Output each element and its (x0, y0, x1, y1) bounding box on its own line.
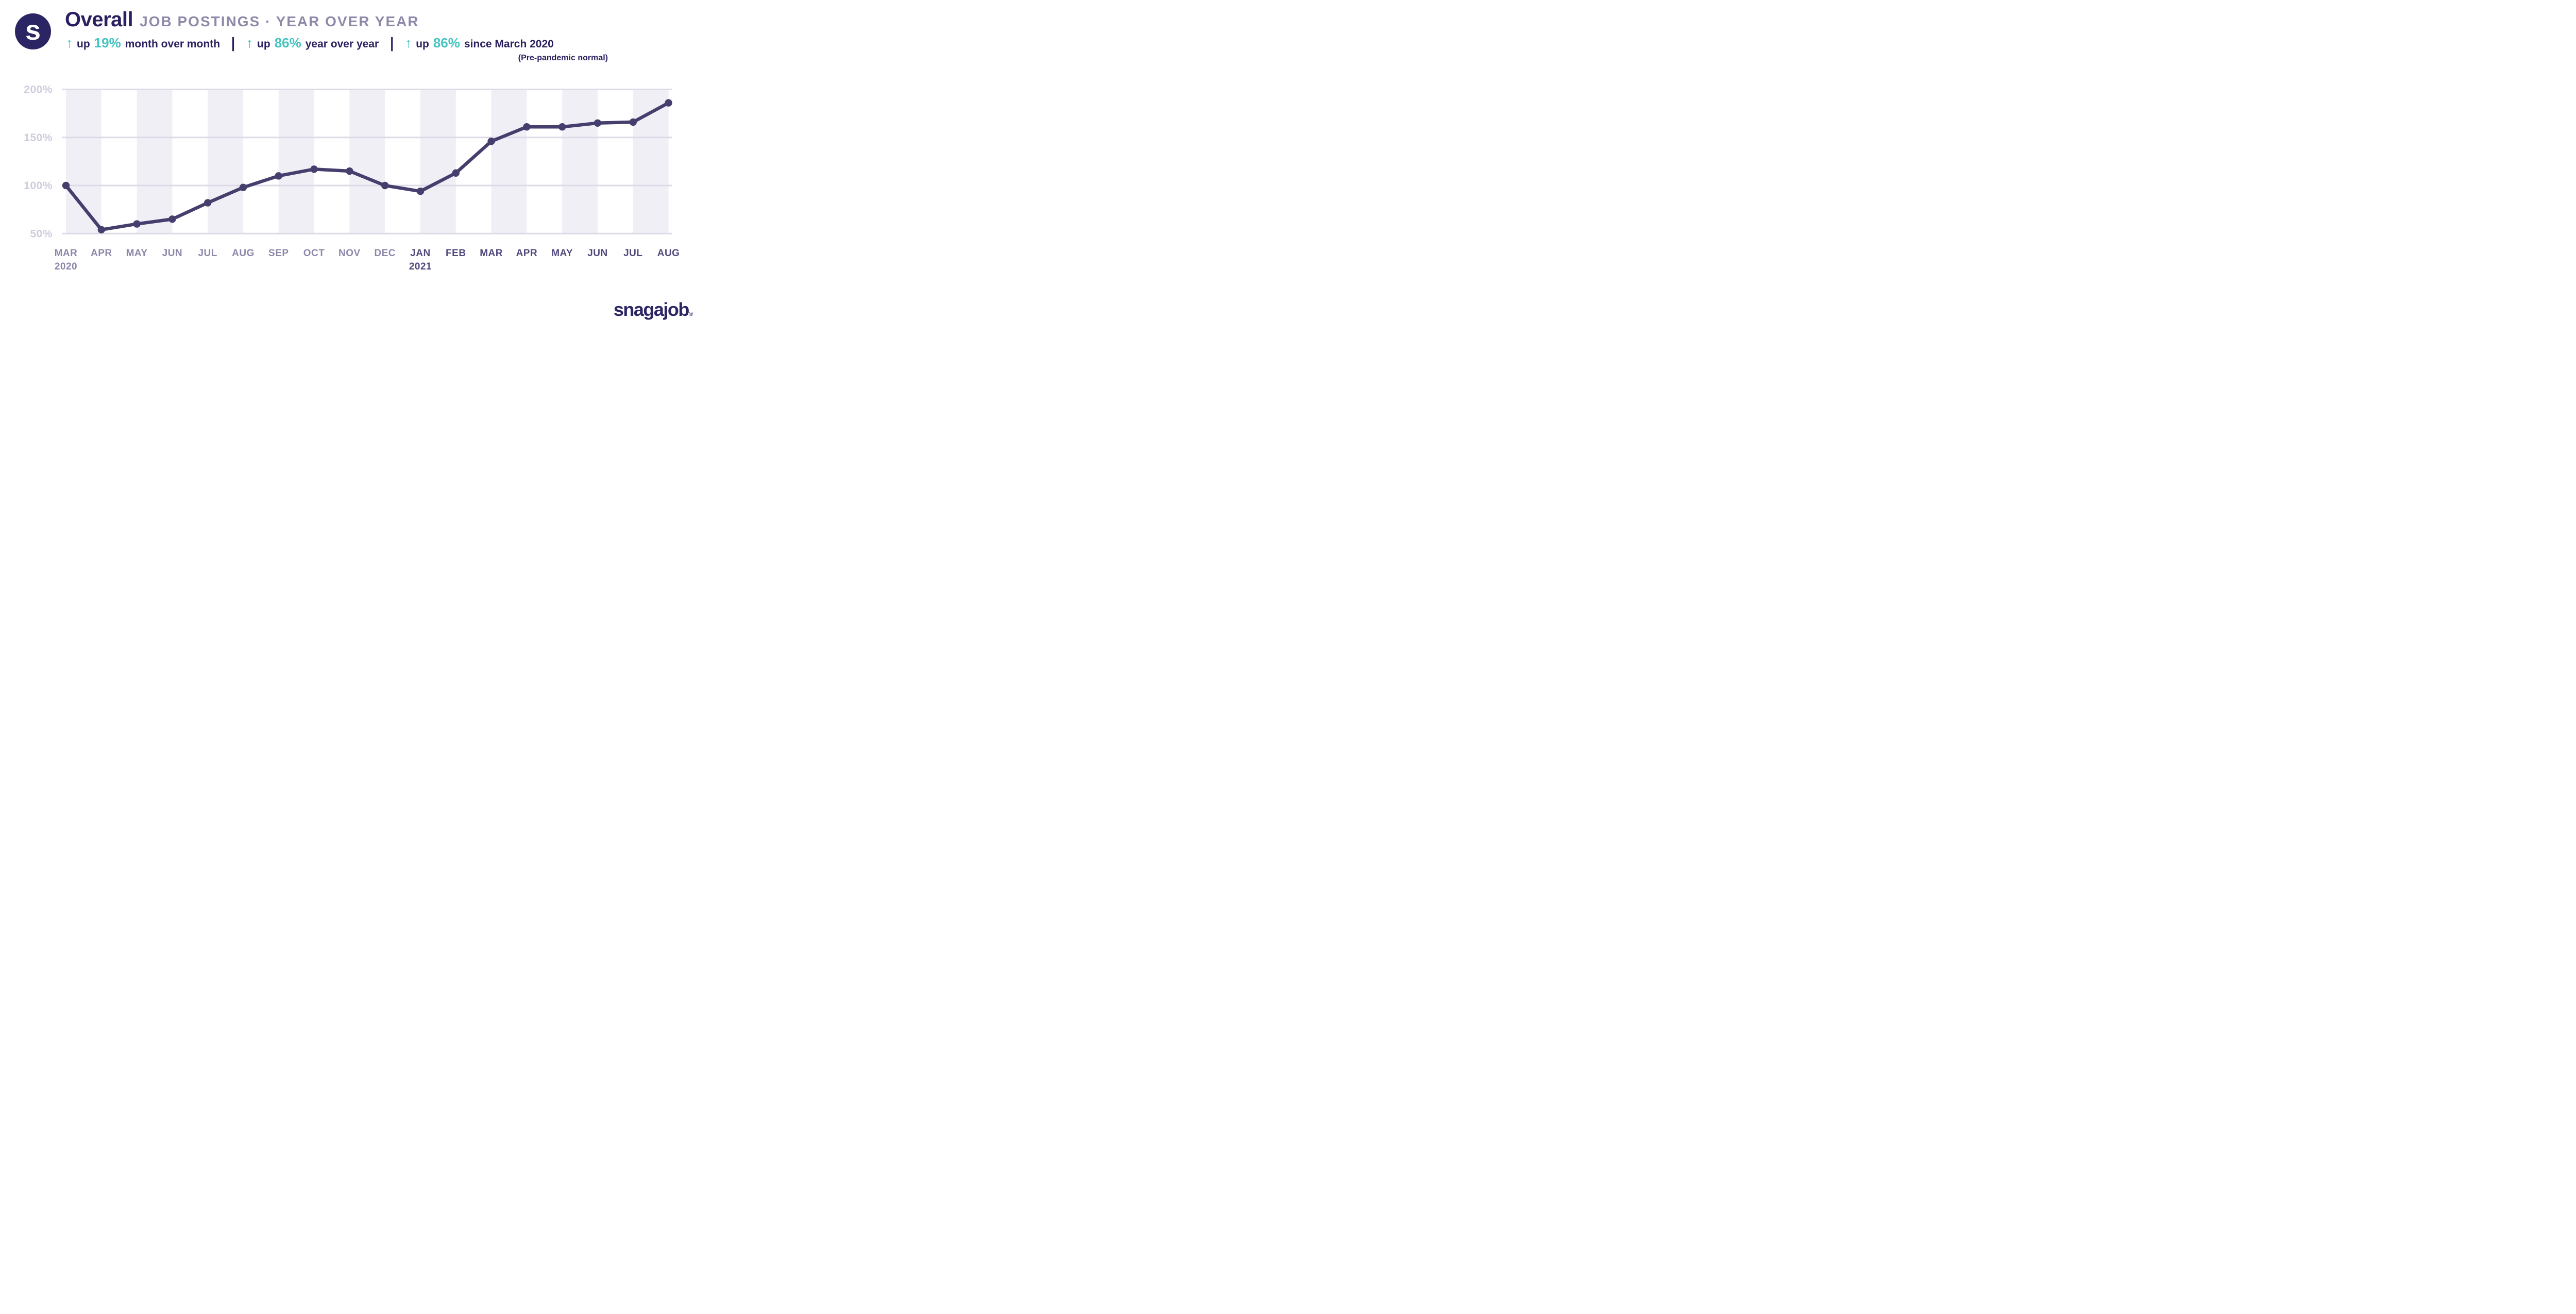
stat-suffix: since March 2020 (464, 38, 554, 50)
column-stripe (66, 89, 101, 234)
data-point (346, 167, 353, 175)
stat-separator: | (390, 35, 394, 52)
data-point (239, 183, 247, 191)
x-tick-label: OCT (303, 248, 325, 259)
stat-year-over-year: ↑ up 86% year over year (246, 35, 379, 51)
y-tick-label: 200% (24, 84, 53, 96)
x-tick-label: MAR (480, 248, 503, 259)
stat-since-march-2020: ↑ up 86% since March 2020 (405, 35, 554, 51)
x-tick-label: JUN (162, 248, 183, 259)
x-tick-year: 2021 (409, 261, 432, 272)
data-point (665, 99, 672, 107)
x-tick-label: APR (516, 248, 538, 259)
x-tick-label: NOV (338, 248, 361, 259)
snagajob-wordmark: snagajob ® (613, 299, 693, 321)
data-point (275, 172, 282, 180)
stat-value: 19% (94, 35, 121, 50)
x-tick-label: JUL (623, 248, 642, 259)
x-tick-label: MAR (55, 248, 78, 259)
stat-separator: | (231, 35, 235, 52)
x-tick-label: JAN (410, 248, 431, 259)
data-point (204, 199, 212, 207)
y-tick-label: 100% (24, 180, 53, 192)
data-point (487, 138, 495, 145)
y-tick-label: 50% (30, 228, 53, 240)
x-tick-label: JUN (587, 248, 608, 259)
data-point (416, 187, 425, 195)
stat-prefix: up (77, 38, 90, 50)
stat-prefix: up (257, 38, 270, 50)
x-tick-label: MAY (551, 248, 573, 259)
registered-mark-icon: ® (688, 311, 693, 317)
x-tick-label: FEB (446, 248, 466, 259)
data-point (381, 181, 389, 190)
x-tick-label: AUG (657, 248, 680, 259)
title-main: Overall (65, 8, 133, 31)
column-stripe (278, 89, 314, 234)
page-title: Overall JOB POSTINGS · YEAR OVER YEAR (65, 8, 419, 31)
x-tick-label: APR (91, 248, 112, 259)
data-point (452, 169, 460, 177)
x-tick-label: DEC (374, 248, 396, 259)
logo-s-icon: s (25, 15, 41, 46)
pre-pandemic-note: (Pre-pandemic normal) (518, 54, 608, 62)
stats-row: ↑ up 19% month over month | ↑ up 86% yea… (66, 35, 554, 54)
column-stripe (562, 89, 598, 234)
up-arrow-icon: ↑ (405, 35, 412, 50)
data-point (168, 215, 176, 223)
data-point (62, 181, 70, 190)
x-tick-label: AUG (232, 248, 255, 259)
column-stripe (420, 89, 456, 234)
snagajob-logo: s (15, 13, 51, 49)
data-point (558, 123, 566, 131)
x-tick-year: 2020 (55, 261, 77, 272)
x-tick-label: JUL (198, 248, 217, 259)
wordmark-text: snagajob (613, 299, 690, 321)
column-stripe (137, 89, 173, 234)
data-point (133, 220, 141, 228)
column-stripe (491, 89, 527, 234)
stat-month-over-month: ↑ up 19% month over month (66, 35, 220, 51)
up-arrow-icon: ↑ (246, 35, 253, 50)
stat-value: 86% (274, 35, 301, 50)
up-arrow-icon: ↑ (66, 35, 73, 50)
title-subtitle: JOB POSTINGS · YEAR OVER YEAR (140, 13, 419, 29)
x-tick-label: MAY (126, 248, 148, 259)
stat-value: 86% (433, 35, 460, 50)
column-stripe (208, 89, 243, 234)
data-point (97, 226, 105, 233)
column-stripe (349, 89, 385, 234)
y-tick-label: 150% (24, 132, 53, 144)
data-point (629, 118, 637, 126)
data-point (310, 165, 318, 173)
stat-suffix: year over year (305, 38, 379, 50)
stat-prefix: up (416, 38, 429, 50)
trend-line (64, 101, 670, 232)
x-tick-label: SEP (268, 248, 289, 259)
data-point (523, 123, 531, 131)
data-point (594, 119, 602, 127)
stat-suffix: month over month (125, 38, 221, 50)
